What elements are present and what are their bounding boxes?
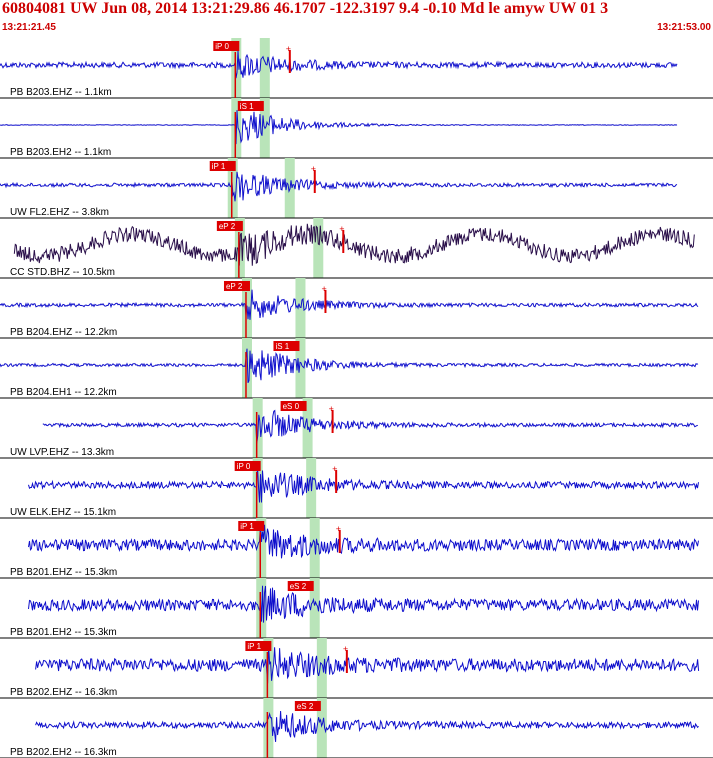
- station-label: PB B204.EH1 -- 12.2km: [10, 387, 117, 398]
- station-label: UW FL2.EHZ -- 3.8km: [10, 207, 109, 218]
- amp-plus-glyph: +: [329, 404, 334, 414]
- s-window-band: [313, 218, 324, 278]
- pick-label-box[interactable]: [280, 401, 307, 411]
- trace-row[interactable]: + iP 0 UW ELK.EHZ -- 15.1km: [0, 458, 713, 519]
- s-window-band: [259, 38, 270, 98]
- station-label: PB B203.EHZ -- 1.1km: [10, 87, 112, 98]
- pick-label-text: iS 1: [240, 102, 254, 111]
- p-window-band: [231, 38, 242, 98]
- pick-label-text: iP 0: [237, 462, 251, 471]
- trace-row[interactable]: + iP 1 PB B201.EHZ -- 15.3km: [0, 518, 713, 579]
- pick-label-text: iP 1: [240, 522, 254, 531]
- s-window-band: [309, 578, 320, 638]
- waveform-trace: [0, 171, 678, 202]
- station-label: UW LVP.EHZ -- 13.3km: [10, 447, 114, 458]
- waveform-trace: [28, 465, 699, 503]
- pick-label-text: eP 2: [219, 222, 236, 231]
- pick-label-text: iP 1: [247, 642, 261, 651]
- amp-plus-glyph: +: [311, 164, 316, 174]
- station-label: CC STD.BHZ -- 10.5km: [10, 267, 115, 278]
- time-start-label: 13:21:21.45: [2, 22, 56, 33]
- amp-plus-glyph: +: [321, 284, 326, 294]
- amp-plus-glyph: +: [332, 464, 337, 474]
- trace-row[interactable]: eS 2 PB B202.EH2 -- 16.3km: [0, 698, 713, 758]
- waveform-trace: [0, 289, 699, 320]
- p-window-band: [263, 698, 274, 758]
- pick-label-box[interactable]: [237, 101, 264, 111]
- pick-label-box[interactable]: [273, 341, 300, 351]
- waveform-trace: [13, 223, 695, 266]
- s-window-band: [295, 278, 306, 338]
- pick-label-box[interactable]: [238, 521, 265, 531]
- trace-row[interactable]: + eP 2 PB B204.EHZ -- 12.2km: [0, 278, 713, 339]
- pick-label-box[interactable]: [213, 41, 240, 51]
- pick-label-box[interactable]: [209, 161, 236, 171]
- station-label: PB B202.EHZ -- 16.3km: [10, 687, 117, 698]
- station-label: UW ELK.EHZ -- 15.1km: [10, 507, 116, 518]
- waveform-trace: [28, 585, 699, 623]
- trace-row[interactable]: eS 2 PB B201.EH2 -- 15.3km: [0, 578, 713, 639]
- station-label: PB B201.EH2 -- 15.3km: [10, 627, 117, 638]
- p-window-band: [256, 518, 267, 578]
- pick-label-text: eS 0: [283, 402, 300, 411]
- amp-plus-glyph: +: [339, 224, 344, 234]
- s-window-band: [316, 638, 327, 698]
- waveform-trace: [0, 110, 678, 145]
- amp-plus-glyph: +: [286, 44, 291, 54]
- pick-label-text: eS 2: [297, 702, 314, 711]
- pick-label-text: iP 0: [215, 42, 229, 51]
- waveform-trace: [28, 523, 699, 559]
- waveform-trace: [42, 409, 698, 444]
- trace-row[interactable]: iS 1 PB B203.EH2 -- 1.1km: [0, 98, 713, 159]
- station-label: PB B203.EH2 -- 1.1km: [10, 147, 111, 158]
- amp-plus-glyph: +: [336, 524, 341, 534]
- station-label: PB B204.EHZ -- 12.2km: [10, 327, 117, 338]
- trace-row[interactable]: iS 1 PB B204.EH1 -- 12.2km: [0, 338, 713, 399]
- station-label: PB B202.EH2 -- 16.3km: [10, 747, 117, 758]
- pick-label-text: eS 2: [290, 582, 307, 591]
- amp-plus-glyph: +: [343, 644, 348, 654]
- p-window-band: [252, 458, 263, 518]
- event-header-title: 60804081 UW Jun 08, 2014 13:21:29.86 46.…: [2, 0, 609, 17]
- waveform-trace: [0, 50, 678, 79]
- pick-label-text: iP 1: [212, 162, 226, 171]
- waveform-trace: [35, 710, 699, 742]
- trace-row[interactable]: + iP 1 UW FL2.EHZ -- 3.8km: [0, 158, 713, 219]
- waveform-trace: [35, 645, 700, 684]
- waveform-trace: [0, 348, 699, 384]
- time-end-label: 13:21:53.00: [657, 22, 711, 33]
- pick-label-box[interactable]: [234, 461, 261, 471]
- station-label: PB B201.EHZ -- 15.3km: [10, 567, 117, 578]
- p-window-band: [241, 338, 252, 398]
- s-window-band: [295, 338, 306, 398]
- pick-label-box[interactable]: [216, 221, 243, 231]
- pick-label-box[interactable]: [287, 581, 314, 591]
- pick-label-text: eP 2: [226, 282, 243, 291]
- trace-row[interactable]: + eP 2 CC STD.BHZ -- 10.5km: [0, 218, 713, 279]
- pick-label-box[interactable]: [245, 641, 272, 651]
- pick-label-text: iS 1: [275, 342, 289, 351]
- trace-row[interactable]: + eS 0 UW LVP.EHZ -- 13.3km: [0, 398, 713, 459]
- s-window-band: [316, 698, 327, 758]
- trace-row[interactable]: + iP 0 PB B203.EHZ -- 1.1km: [0, 38, 713, 99]
- pick-label-box[interactable]: [223, 281, 250, 291]
- pick-label-box[interactable]: [294, 701, 321, 711]
- trace-row[interactable]: + iP 1 PB B202.EHZ -- 16.3km: [0, 638, 713, 699]
